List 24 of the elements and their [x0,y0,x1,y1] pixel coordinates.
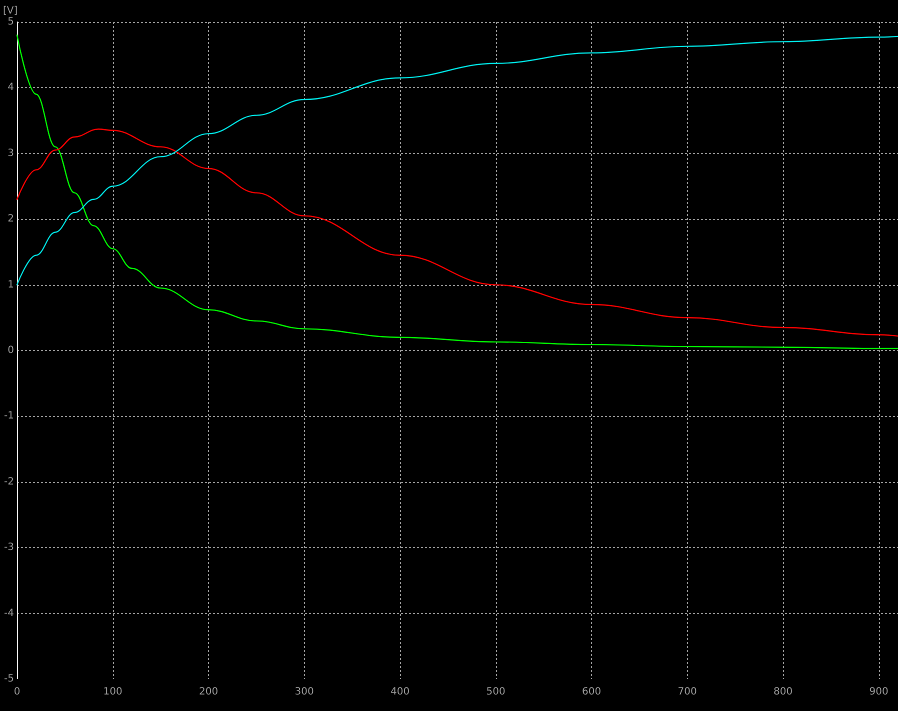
y-tick-label: 3 [8,148,14,159]
y-tick-label: -4 [4,608,14,619]
line-series [16,34,898,350]
x-tick-label: 900 [869,686,888,698]
x-tick-label: 200 [198,686,218,698]
x-tick-label: 400 [390,686,410,698]
y-tick-label: 2 [8,214,14,225]
x-tick-label: 500 [486,686,506,698]
line-series [16,36,898,286]
y-tick-label: 0 [8,345,14,356]
y-tick-label: -2 [4,476,14,488]
y-axis-title: [V] [3,6,18,16]
y-tick-label: 4 [8,82,14,94]
x-tick-label: 100 [103,686,122,698]
x-tick-label: 300 [294,686,314,698]
x-tick-label: 700 [678,686,697,698]
y-tick-label: 1 [8,279,14,290]
x-tick-label: 800 [774,686,793,698]
y-tick-label: 5 [8,16,14,28]
line-series [16,128,898,337]
x-tick-label: 600 [582,686,602,698]
y-tick-label: -1 [4,410,14,422]
y-tick-label: -5 [4,674,14,684]
y-tick-label: -3 [4,542,14,554]
